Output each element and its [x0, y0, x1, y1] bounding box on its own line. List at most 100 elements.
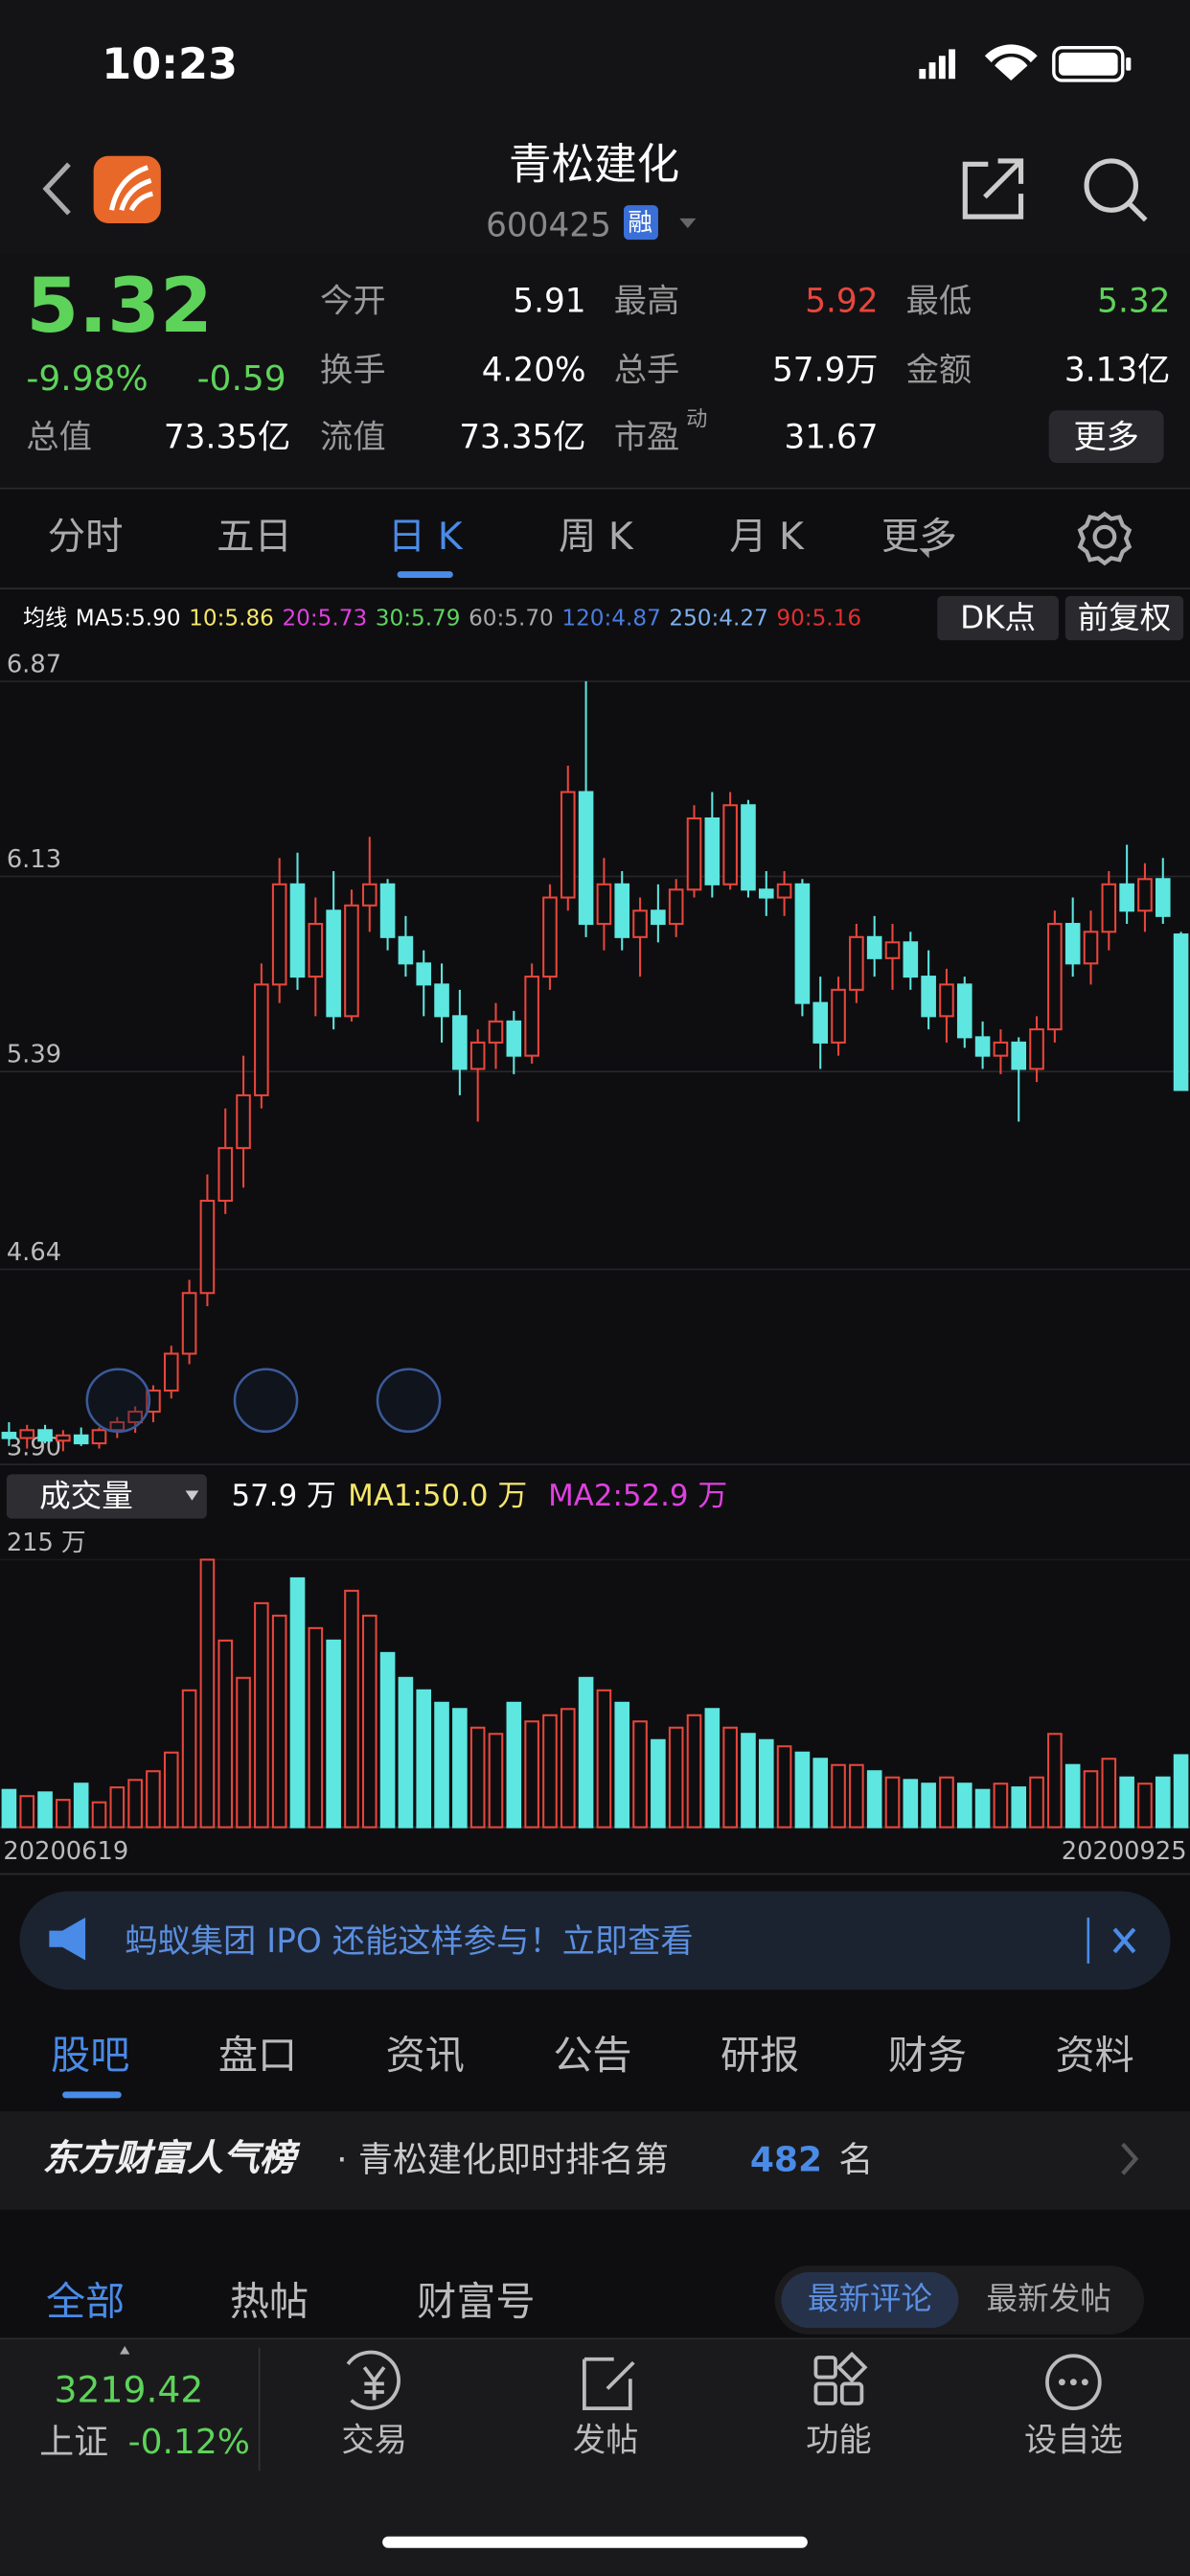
chart-control — [233, 1368, 299, 1434]
candle-body — [993, 1041, 1009, 1057]
candle-body — [37, 1429, 53, 1442]
volume-bar — [812, 1758, 829, 1828]
logo[interactable] — [93, 155, 161, 223]
stock-code: 600425 — [486, 205, 611, 245]
volume-bar — [91, 1801, 107, 1828]
tab-indicator — [62, 2091, 122, 2099]
x-tick-label: 20200925 — [1062, 1837, 1187, 1866]
banner-bg[interactable] — [19, 1891, 1171, 1990]
volume-bar — [1011, 1786, 1027, 1828]
sub-tab-active[interactable]: 全部 — [45, 2278, 126, 2325]
candle-body — [794, 883, 811, 1004]
volume-bar — [1137, 1782, 1153, 1828]
bottom-bar-bg — [0, 2337, 1190, 2576]
candle-body — [289, 883, 306, 978]
volume-bar — [326, 1639, 341, 1828]
sort-selected-bg[interactable] — [781, 2271, 959, 2329]
y-tick-label: 4.64 — [7, 1238, 61, 1267]
ranking-brand[interactable]: 东方财富人气榜 — [42, 2139, 296, 2180]
y-tick-label: 6.13 — [7, 845, 61, 874]
period-tab-active[interactable]: 日 K — [387, 516, 463, 560]
field-label: 最低 — [905, 280, 973, 321]
field-value: 73.35亿 — [163, 417, 291, 457]
nav-action[interactable]: 设自选 — [1023, 2420, 1123, 2460]
volume-bar — [849, 1763, 864, 1828]
candle-body — [831, 988, 846, 1044]
candle-body — [254, 983, 269, 1096]
tab[interactable]: 公告 — [553, 2032, 632, 2079]
megaphone-icon — [49, 1917, 86, 1961]
adjust-button-bg[interactable] — [1064, 595, 1184, 641]
index-change[interactable]: -0.12% — [127, 2422, 250, 2462]
back-icon[interactable] — [42, 162, 71, 216]
settings-icon[interactable] — [1077, 511, 1133, 566]
index-name[interactable]: 上证 — [39, 2422, 109, 2462]
candle-body — [308, 923, 324, 978]
more-button-bg[interactable] — [1048, 410, 1164, 464]
ranking-suffix: 名 — [838, 2140, 874, 2180]
volume-selector[interactable]: 成交量 — [39, 1478, 133, 1515]
nav-action[interactable]: 发帖 — [572, 2420, 639, 2460]
field-label: 总手 — [613, 349, 680, 390]
volume-bar — [506, 1701, 522, 1828]
volume-bar — [776, 1745, 792, 1828]
period-tab[interactable]: 月 K — [729, 516, 804, 560]
volume-bar — [1083, 1770, 1099, 1828]
dk-button-bg[interactable] — [937, 595, 1059, 641]
tab[interactable]: 资料 — [1055, 2032, 1134, 2079]
candle-body — [939, 983, 954, 1018]
tab-active[interactable]: 股吧 — [51, 2032, 130, 2079]
candle-body — [1119, 883, 1134, 912]
period-tab[interactable]: 周 K — [558, 516, 633, 560]
nav-action[interactable]: 功能 — [806, 2420, 872, 2460]
candle-body — [578, 791, 594, 926]
volume-bar — [524, 1720, 539, 1828]
period-tab[interactable]: 五日 — [217, 516, 292, 560]
search-icon[interactable] — [1084, 158, 1148, 222]
tab[interactable]: 研报 — [721, 2032, 800, 2079]
volume-ma-label: MA1:50.0 万 — [348, 1479, 528, 1514]
candle-body — [181, 1292, 197, 1355]
candle-body — [73, 1434, 89, 1445]
candle-body — [506, 1020, 522, 1057]
candle-body — [469, 1041, 486, 1070]
candle-body — [361, 883, 378, 907]
banner-text[interactable]: 蚂蚁集团 IPO 还能这样参与！立即查看 — [125, 1920, 694, 1961]
index-value[interactable]: 3219.42 — [54, 2370, 204, 2412]
field-value: 4.20% — [481, 349, 586, 390]
share-icon[interactable] — [962, 158, 1024, 219]
dropdown-icon[interactable] — [679, 218, 697, 229]
dk-button[interactable]: DK点 — [960, 600, 1037, 636]
divider — [0, 587, 1190, 590]
y-tick-label: 6.87 — [7, 650, 61, 678]
sub-tab[interactable]: 热帖 — [229, 2278, 309, 2325]
field-label: 换手 — [320, 349, 386, 390]
candle-body — [271, 883, 287, 986]
period-tab[interactable]: 更多 — [881, 516, 957, 560]
ma-legend: 均线 MA5:5.90 10:5.86 20:5.73 30:5.79 60:5.70 1… — [23, 604, 861, 633]
volume-bar — [344, 1589, 359, 1828]
tab[interactable]: 财务 — [887, 2032, 968, 2079]
more-button[interactable]: 更多 — [1073, 417, 1139, 457]
chart-control — [85, 1368, 151, 1434]
divider — [0, 1873, 1190, 1875]
adjust-button[interactable]: 前复权 — [1077, 600, 1172, 636]
tab[interactable]: 资讯 — [385, 2032, 465, 2079]
nav-action[interactable]: 交易 — [341, 2420, 407, 2460]
volume-bar — [127, 1779, 143, 1828]
change-pct: -9.98% — [26, 358, 149, 399]
tab[interactable]: 盘口 — [217, 2032, 298, 2079]
volume-bar — [884, 1776, 901, 1828]
sort-option-active[interactable]: 最新评论 — [807, 2281, 933, 2318]
field-label: 金额 — [905, 349, 973, 390]
volume-selector-bg[interactable] — [6, 1474, 207, 1519]
clock: 10:23 — [102, 40, 238, 91]
volume-bar — [163, 1751, 179, 1828]
period-tab[interactable]: 分时 — [47, 516, 124, 560]
close-icon[interactable] — [1112, 1927, 1136, 1954]
volume-bar — [560, 1708, 576, 1828]
sub-tab[interactable]: 财富号 — [417, 2278, 536, 2325]
volume-bar — [542, 1714, 558, 1828]
volume-bar — [651, 1738, 666, 1828]
sort-option[interactable]: 最新发帖 — [986, 2281, 1111, 2318]
